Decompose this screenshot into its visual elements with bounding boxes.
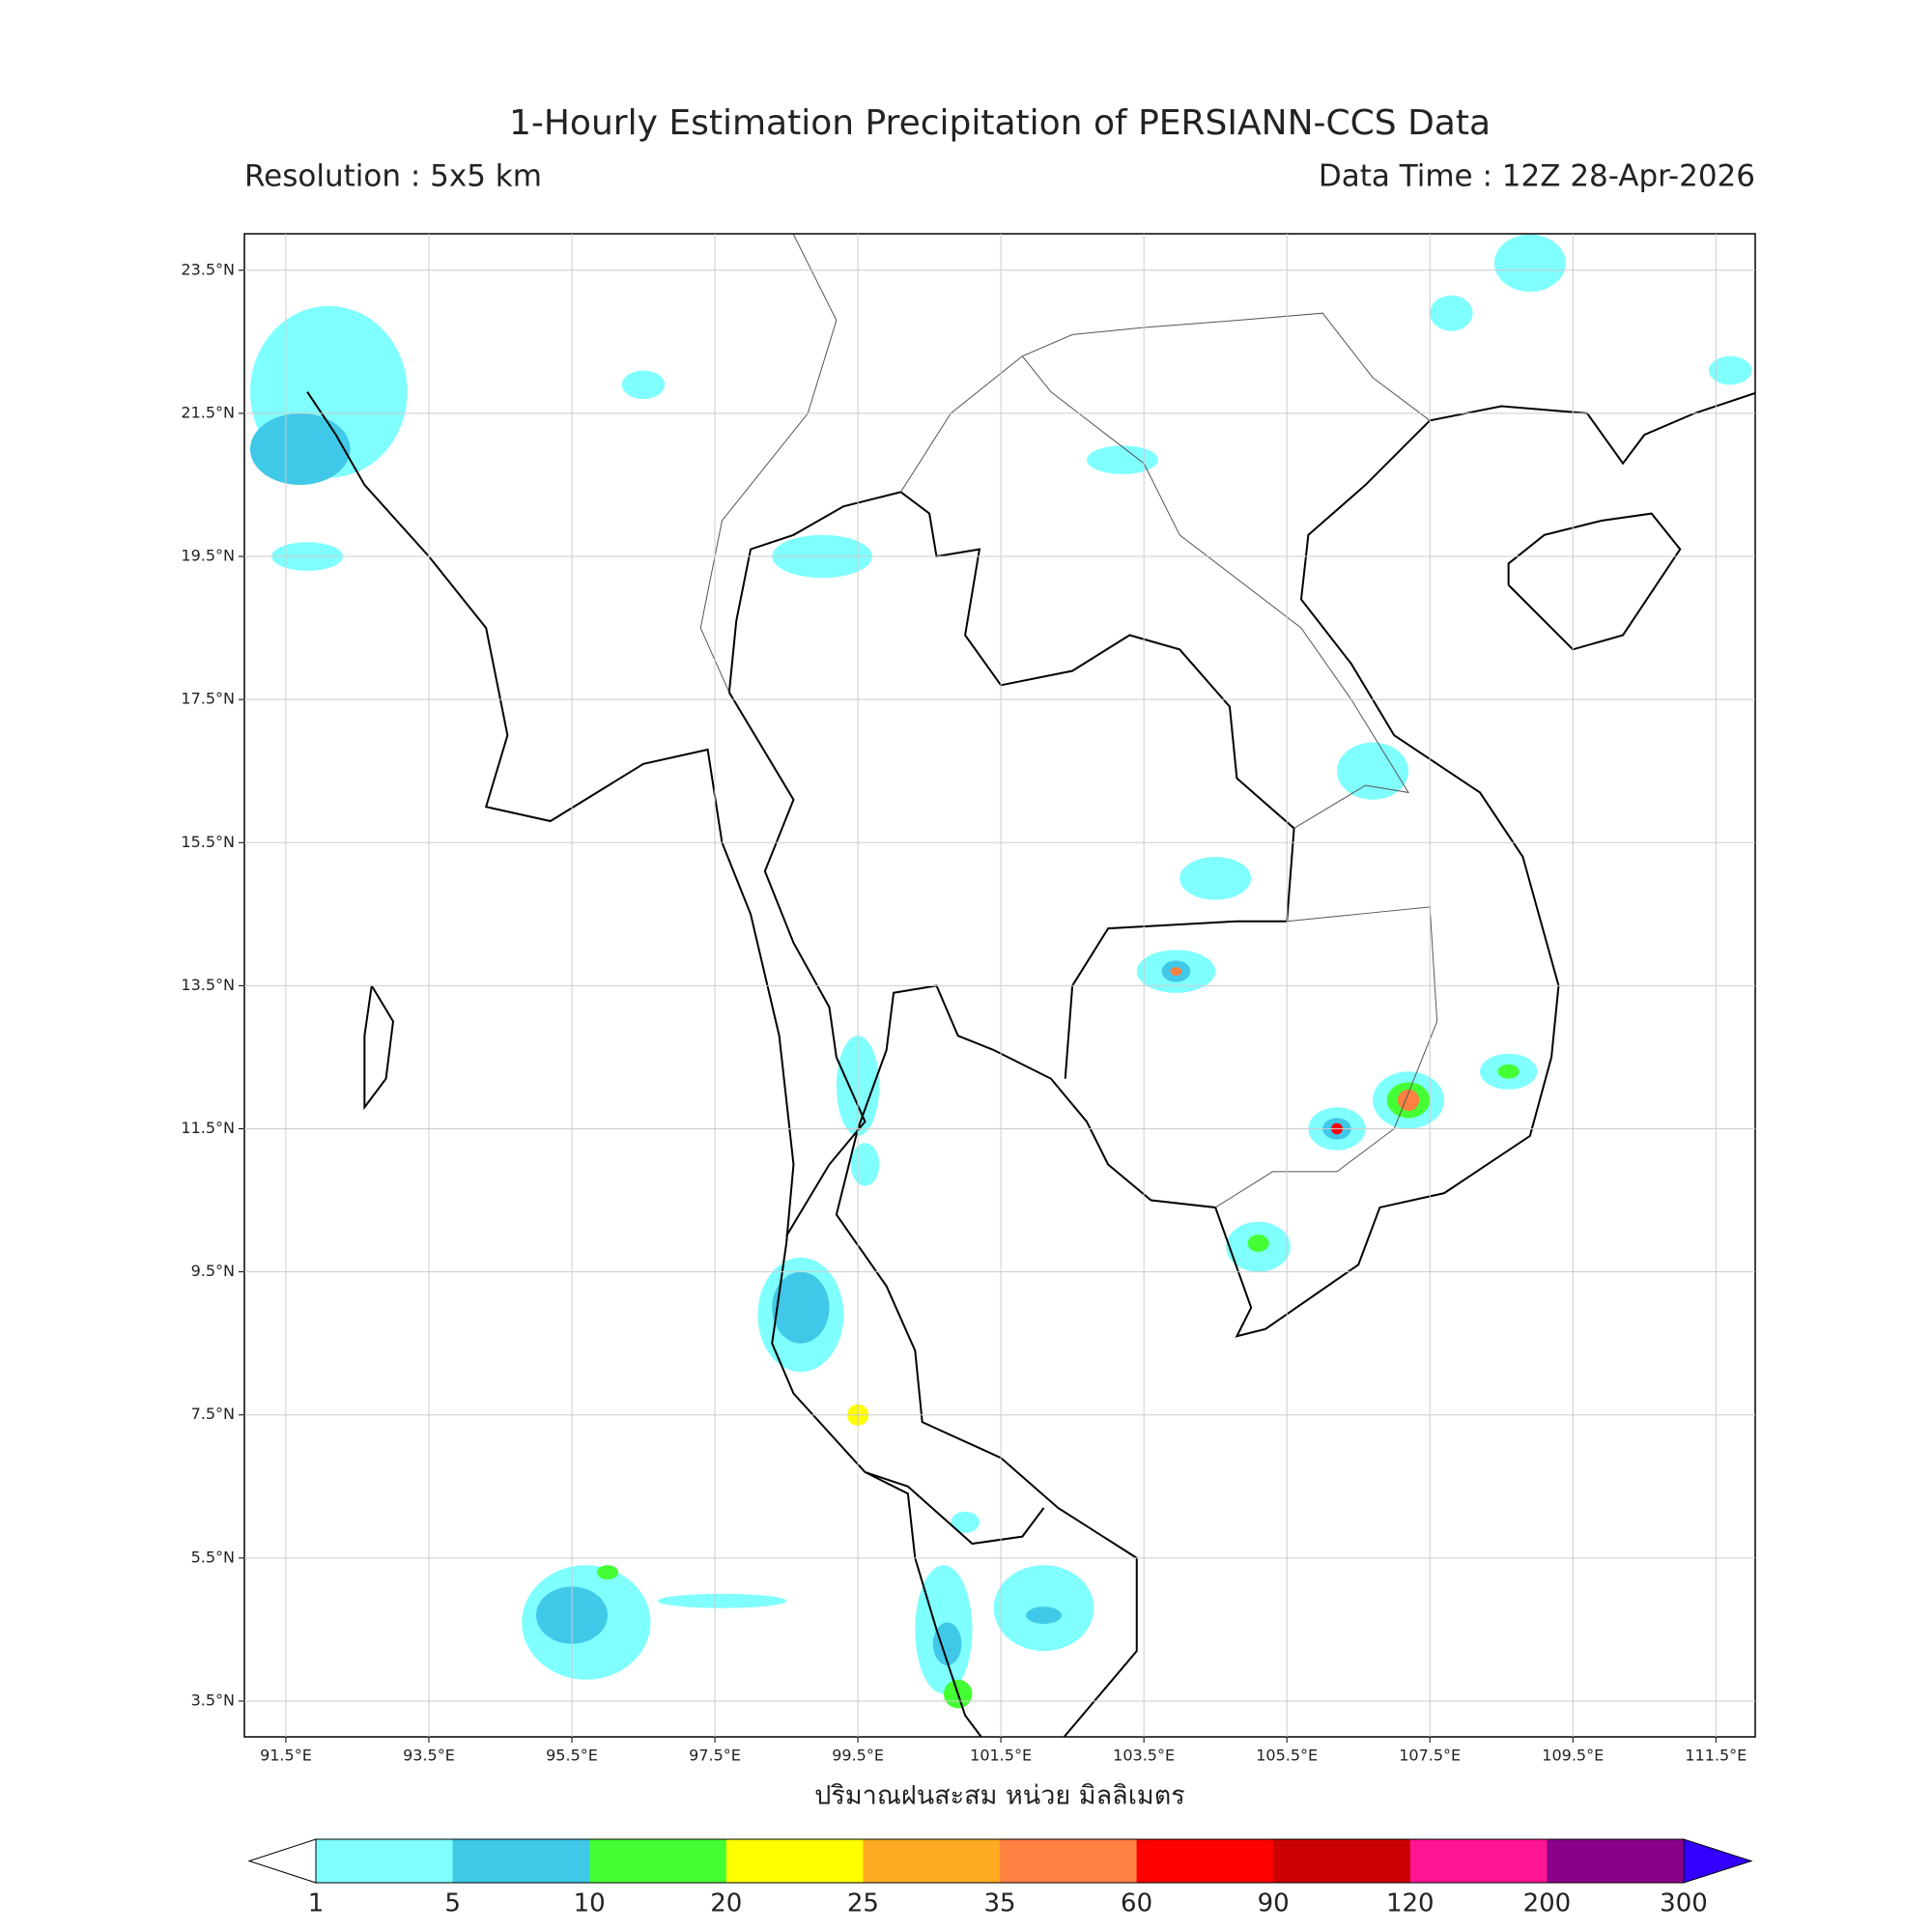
x-tick-label: 99.5°E <box>832 1747 884 1765</box>
colorbar-segment <box>589 1839 727 1883</box>
rain-area <box>850 1143 880 1186</box>
colorbar-label: 10 <box>574 1889 606 1918</box>
rain-area <box>621 370 666 400</box>
rain-area <box>1708 355 1752 385</box>
colorbar-segment <box>452 1839 590 1883</box>
colorbar-label: 90 <box>1258 1889 1290 1918</box>
rain-area <box>1170 967 1182 977</box>
rain-area <box>1086 445 1158 474</box>
colorbar-label: 5 <box>444 1889 461 1918</box>
x-tick-label: 109.5°E <box>1542 1747 1604 1765</box>
x-tick-label: 101.5°E <box>970 1747 1032 1765</box>
rain-area <box>1247 1235 1269 1252</box>
rain-area <box>932 1622 962 1665</box>
colorbar-segment <box>1409 1839 1548 1883</box>
x-tick-label: 97.5°E <box>689 1747 741 1765</box>
border <box>1021 355 1410 829</box>
rain-area <box>772 1271 830 1344</box>
y-tick-label: 21.5°N <box>181 403 235 421</box>
colorbar-segment <box>1547 1839 1685 1883</box>
rain-area <box>249 412 351 485</box>
rain-area <box>1026 1606 1063 1624</box>
colorbar-label: 300 <box>1660 1889 1708 1918</box>
rain-area <box>951 1511 980 1533</box>
y-tick-label: 23.5°N <box>181 260 235 278</box>
precipitation <box>249 234 1752 1709</box>
x-tick-label: 93.5°E <box>403 1747 455 1765</box>
coastlines <box>306 234 1755 1737</box>
rain-area <box>1179 857 1252 900</box>
colorbar-over <box>1683 1838 1753 1884</box>
coastline <box>835 391 1755 1737</box>
rain-area <box>596 1565 619 1580</box>
coastline <box>363 984 394 1111</box>
colorbar-label: 120 <box>1386 1889 1435 1918</box>
x-tick-label: 111.5°E <box>1685 1747 1747 1765</box>
x-tick-label: 105.5°E <box>1256 1747 1318 1765</box>
border <box>699 234 838 693</box>
resolution: Resolution : 5x5 km <box>244 159 542 194</box>
border <box>900 312 1431 493</box>
y-tick-label: 5.5°N <box>191 1548 235 1566</box>
rain-area <box>1493 234 1566 292</box>
colorbar-segment <box>1273 1839 1411 1883</box>
rain-area <box>1497 1064 1520 1079</box>
rain-area <box>1336 742 1409 800</box>
y-tick-label: 7.5°N <box>191 1405 235 1423</box>
colorbar-segment <box>1000 1839 1138 1883</box>
colorbar-segment <box>725 1839 864 1883</box>
data-time: Data Time : 12Z 28-Apr-2026 <box>1319 159 1755 194</box>
y-tick-label: 9.5°N <box>191 1262 235 1280</box>
y-tick-label: 13.5°N <box>181 976 235 994</box>
border <box>865 1471 1045 1546</box>
colorbar-label: 35 <box>983 1889 1015 1918</box>
rain-area <box>657 1593 787 1608</box>
colorbar-frame <box>315 1838 1685 1884</box>
rain-area <box>1430 295 1473 331</box>
coastline <box>1507 512 1682 651</box>
colorbar-under <box>247 1838 317 1884</box>
coastline <box>306 391 983 1737</box>
y-tick-label: 19.5°N <box>181 547 235 565</box>
colorbar-label: 60 <box>1121 1889 1152 1918</box>
x-tick-label: 107.5°E <box>1399 1747 1461 1765</box>
border <box>727 491 1295 1237</box>
colorbar-label: 1 <box>308 1889 325 1918</box>
y-tick-label: 11.5°N <box>181 1119 235 1137</box>
colorbar-label: 200 <box>1523 1889 1572 1918</box>
y-tick-label: 15.5°N <box>181 833 235 851</box>
colorbar-label: 25 <box>847 1889 879 1918</box>
colorbar-segment <box>1136 1839 1274 1883</box>
x-tick-label: 91.5°E <box>260 1747 312 1765</box>
x-axis-label: ปริมาณฝนสะสม หน่วย มิลลิเมตร <box>814 1781 1185 1811</box>
y-tick-label: 3.5°N <box>191 1690 235 1709</box>
title: 1-Hourly Estimation Precipitation of PER… <box>509 103 1491 143</box>
border <box>1214 906 1438 1208</box>
y-tick-label: 17.5°N <box>181 690 235 708</box>
x-tick-label: 103.5°E <box>1113 1747 1175 1765</box>
colorbar-segment <box>316 1839 454 1883</box>
colorbar-label: 20 <box>710 1889 742 1918</box>
colorbar-segment <box>863 1839 1001 1883</box>
x-tick-label: 95.5°E <box>546 1747 598 1765</box>
